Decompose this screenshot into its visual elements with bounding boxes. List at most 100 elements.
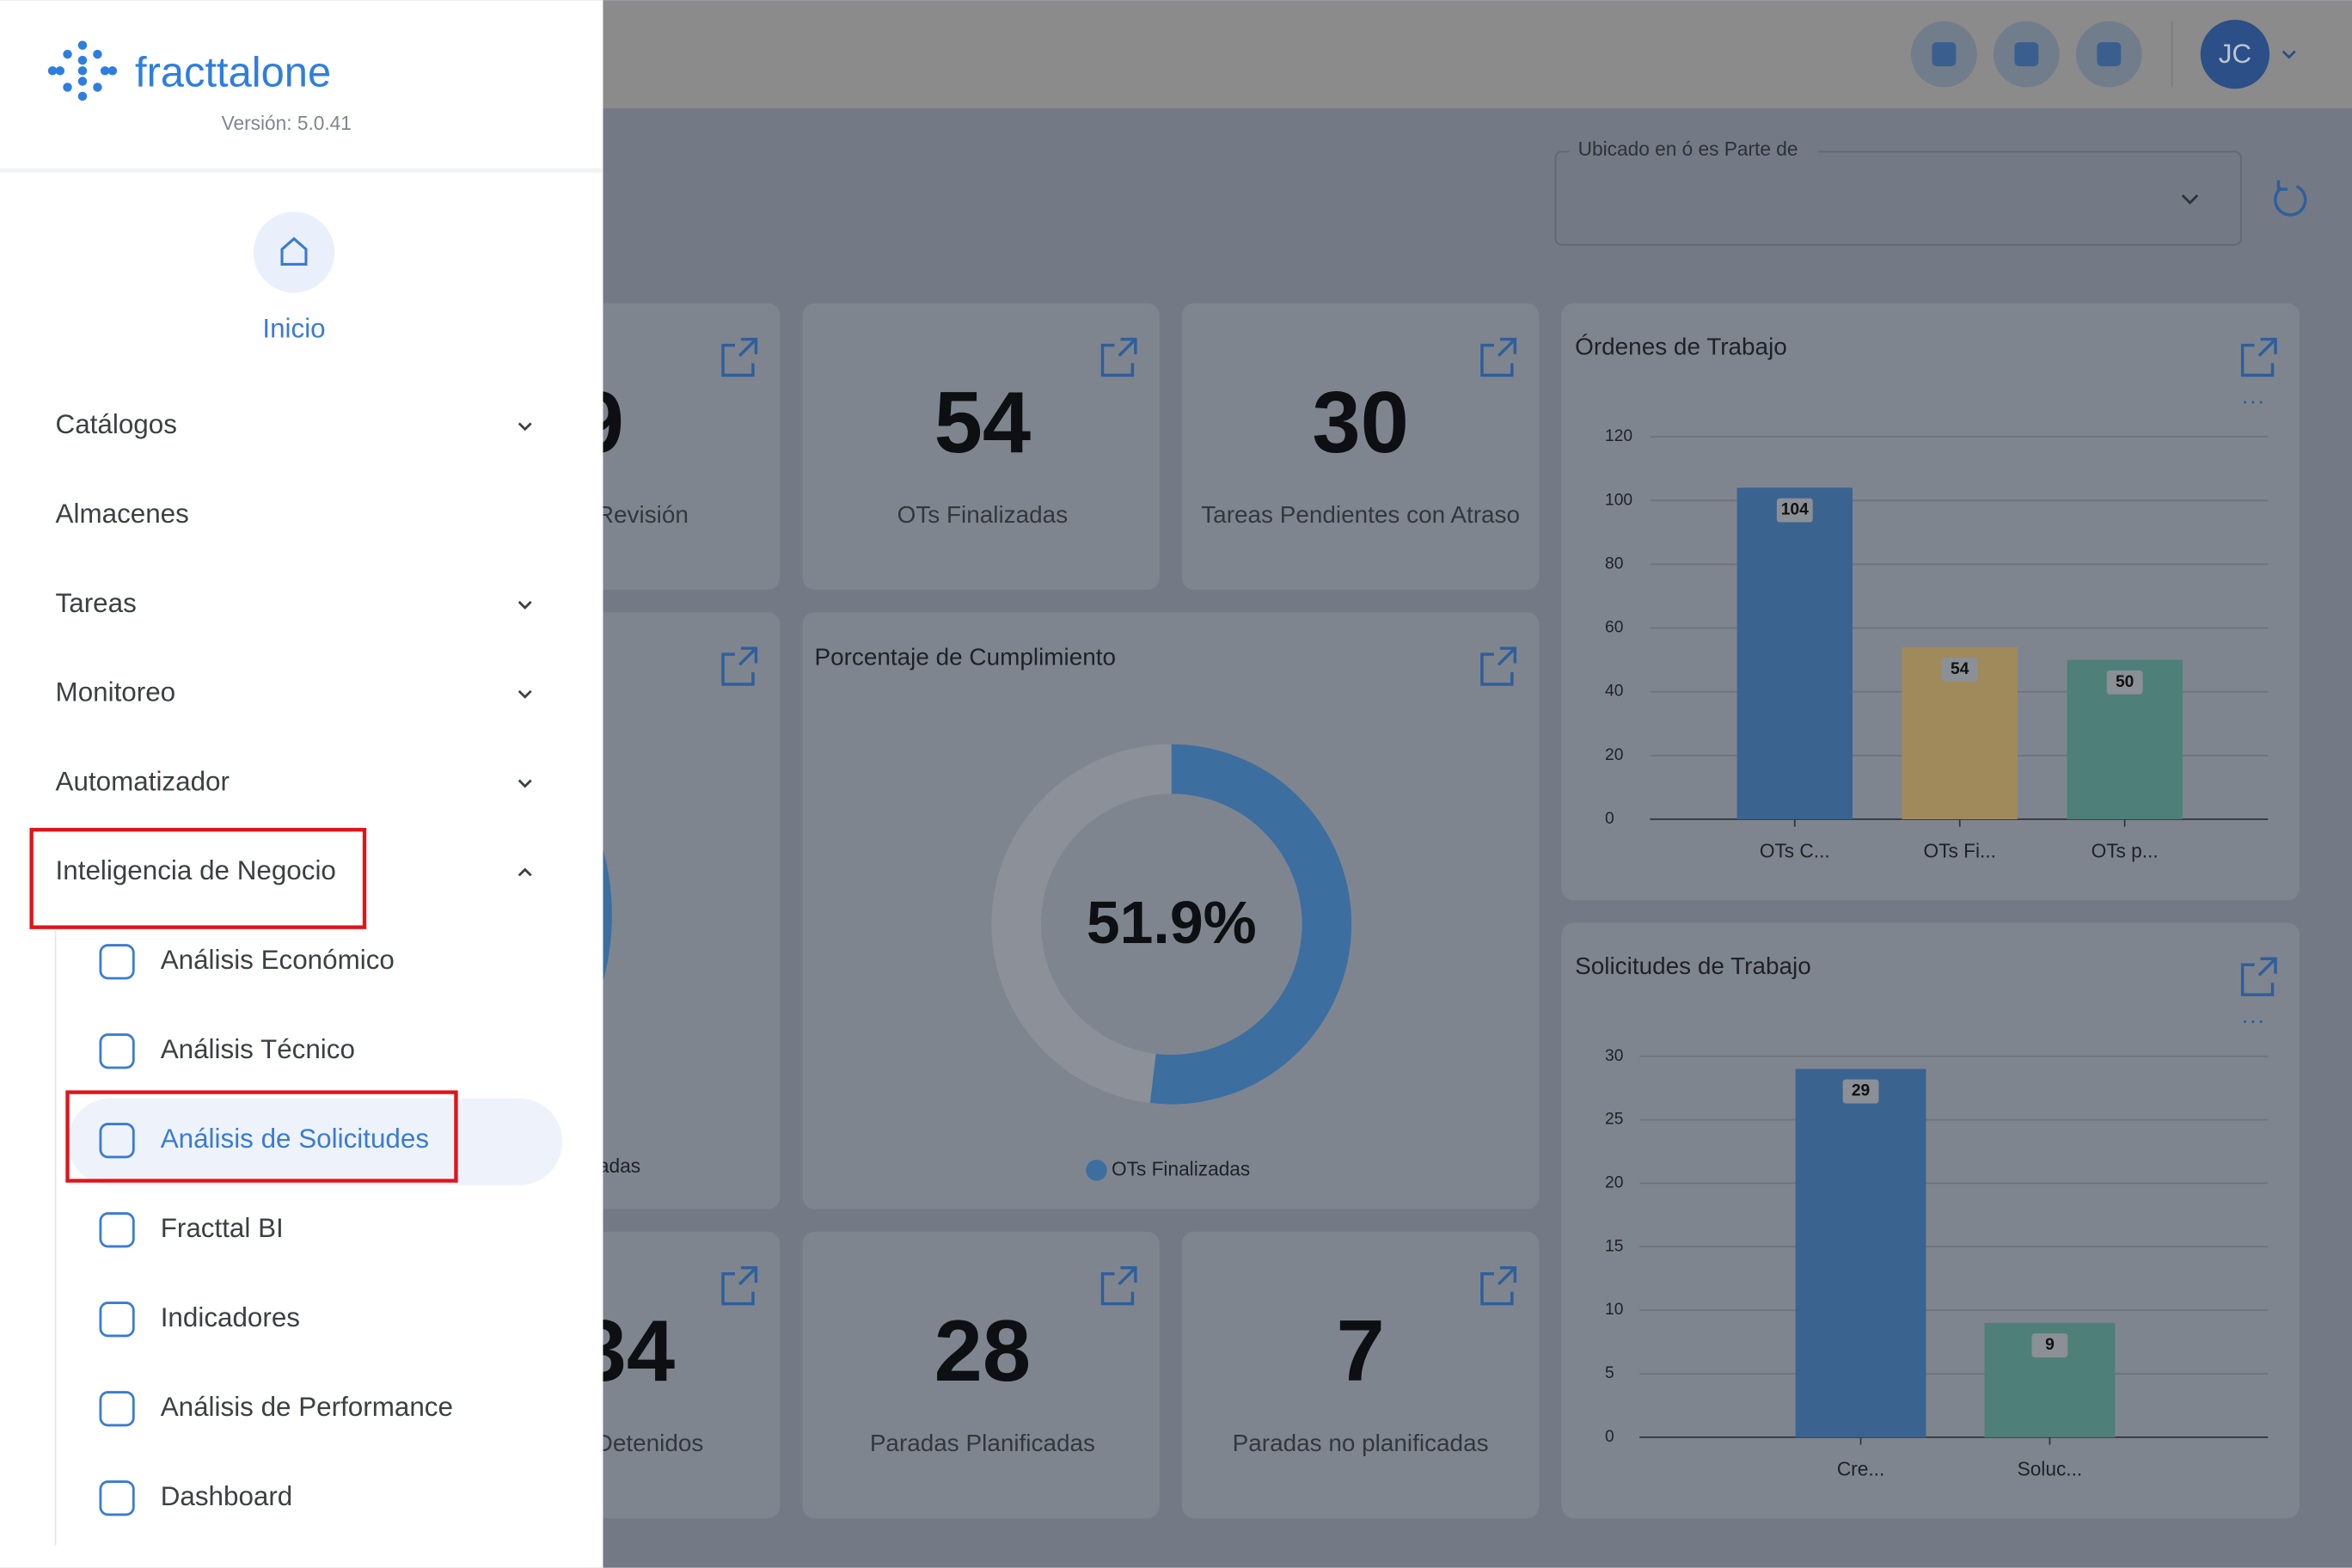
submenu-item[interactable]: Análisis Económico: [161, 945, 395, 975]
open-icon[interactable]: [1480, 1265, 1517, 1306]
chart-menu: ···: [2241, 1007, 2265, 1033]
bar-label-bg: [1842, 1079, 1879, 1104]
version: Versión: 5.0.41: [222, 112, 352, 134]
annotation-box: [29, 828, 367, 929]
x-tick-label: OTs Fi...: [1924, 839, 1996, 861]
kpi-label: Paradas no planificadas: [1233, 1430, 1489, 1456]
y-tick-label: 120: [1605, 427, 1632, 445]
partial-legend: adas: [598, 1155, 640, 1177]
sidebar: fracttalone Versión: 5.0.41 Inicio Catálogo…: [0, 0, 603, 1568]
y-tick-label: 30: [1605, 1047, 1623, 1065]
y-tick-label: 20: [1605, 746, 1623, 764]
annotation-box: [65, 1090, 458, 1183]
toolbar-icon: [1932, 42, 1957, 67]
kpi-label: Tareas Pendientes con Atraso: [1201, 501, 1520, 528]
open-icon[interactable]: [1100, 1265, 1137, 1306]
submenu-icon: [99, 1212, 135, 1248]
logo-dot: [100, 66, 110, 76]
submenu-item[interactable]: Fracttal BI: [161, 1213, 284, 1243]
open-icon[interactable]: [1480, 337, 1517, 377]
filter-chevron: [2181, 194, 2199, 205]
toolbar-icon: [2014, 42, 2039, 67]
kpi-label: Detenidos: [596, 1430, 704, 1456]
menu-chevron: [518, 779, 532, 788]
logo-dot: [93, 83, 102, 92]
filter-label: Ubicado en ó es Parte de: [1578, 138, 1798, 160]
y-tick-label: 0: [1605, 810, 1614, 828]
y-tick-label: 10: [1605, 1301, 1623, 1319]
menu-item[interactable]: Inteligencia de Negocio: [56, 855, 336, 885]
card: [802, 1231, 1160, 1519]
open-icon[interactable]: [1480, 646, 1517, 686]
submenu-icon: [99, 1033, 135, 1069]
open-icon[interactable]: [1100, 337, 1137, 377]
kpi-label: Paradas Planificadas: [870, 1430, 1095, 1456]
menu-item[interactable]: Automatizador: [56, 766, 230, 796]
filter-label-bg: [1569, 138, 1818, 162]
logo-dot: [77, 77, 88, 86]
open-icon[interactable]: [2240, 337, 2277, 377]
menu-item[interactable]: Catálogos: [56, 409, 177, 439]
donut-value: 51.9%: [1087, 889, 1257, 956]
avatar[interactable]: [2200, 19, 2270, 89]
filter-box[interactable]: [1554, 150, 2242, 246]
submenu-item[interactable]: Análisis de Solicitudes: [161, 1124, 429, 1154]
y-tick-label: 0: [1605, 1428, 1614, 1446]
submenu-icon: [99, 1480, 135, 1516]
submenu-item[interactable]: Indicadores: [161, 1302, 300, 1332]
toolbar-icon: [2097, 42, 2122, 67]
logo-dot: [77, 40, 88, 50]
y-tick-label: 5: [1605, 1364, 1614, 1382]
open-icon[interactable]: [721, 646, 758, 686]
donut-title: Porcentaje de Cumplimiento: [814, 644, 1116, 671]
legend-dot: [1086, 1160, 1107, 1181]
submenu-item[interactable]: Dashboard: [161, 1481, 293, 1511]
bar: [1736, 487, 1853, 820]
submenu-icon: [99, 1391, 135, 1427]
home-button[interactable]: [253, 211, 335, 293]
menu-item[interactable]: Tareas: [56, 588, 137, 618]
menu-chevron: [518, 689, 532, 699]
home-label[interactable]: Inicio: [262, 313, 325, 343]
bar-label: 54: [1951, 660, 1969, 678]
bar-label: 50: [2116, 673, 2134, 691]
kpi-label: Revisión: [597, 501, 689, 528]
y-tick-label: 100: [1605, 491, 1632, 509]
logo-dot: [63, 49, 72, 59]
y-tick-label: 40: [1605, 683, 1623, 701]
donut-arc: [1149, 744, 1352, 1105]
submenu-icon: [99, 1123, 135, 1159]
refresh-icon[interactable]: [2274, 180, 2307, 217]
sidebar-header-shadow: [0, 168, 603, 173]
card: [1181, 1231, 1540, 1519]
card: [802, 303, 1160, 591]
menu-chevron: [518, 422, 532, 432]
submenu-item[interactable]: Análisis de Performance: [161, 1392, 453, 1422]
submenu-item[interactable]: Análisis Técnico: [161, 1034, 355, 1064]
card: [1181, 303, 1540, 591]
kpi-value: 28: [934, 1302, 1032, 1400]
logo-dot: [77, 55, 88, 65]
menu-item[interactable]: Almacenes: [56, 499, 189, 529]
bar-label-bg: [2031, 1333, 2068, 1358]
logo-dot: [47, 66, 58, 76]
kpi-value: 54: [934, 374, 1032, 471]
x-tick-label: Soluc...: [2018, 1457, 2083, 1479]
avatar-initials: JC: [2219, 39, 2251, 69]
y-tick-label: 25: [1605, 1111, 1623, 1129]
logo-dot: [63, 83, 72, 92]
menu-chevron: [518, 601, 532, 609]
x-tick-label: OTs p...: [2092, 839, 2159, 861]
chart-title: Solicitudes de Trabajo: [1575, 952, 1811, 979]
open-icon[interactable]: [721, 337, 758, 377]
bar-label: 29: [1852, 1082, 1870, 1100]
logo-dot: [93, 49, 102, 59]
kpi-value: 30: [1312, 374, 1409, 471]
open-icon[interactable]: [721, 1265, 758, 1306]
logo-dot: [77, 66, 88, 76]
menu-item[interactable]: Monitoreo: [56, 677, 176, 707]
x-tick-label: OTs C...: [1760, 839, 1830, 861]
open-icon[interactable]: [2240, 957, 2277, 996]
bar-label-bg: [1941, 657, 1978, 682]
card: [1561, 922, 2300, 1519]
